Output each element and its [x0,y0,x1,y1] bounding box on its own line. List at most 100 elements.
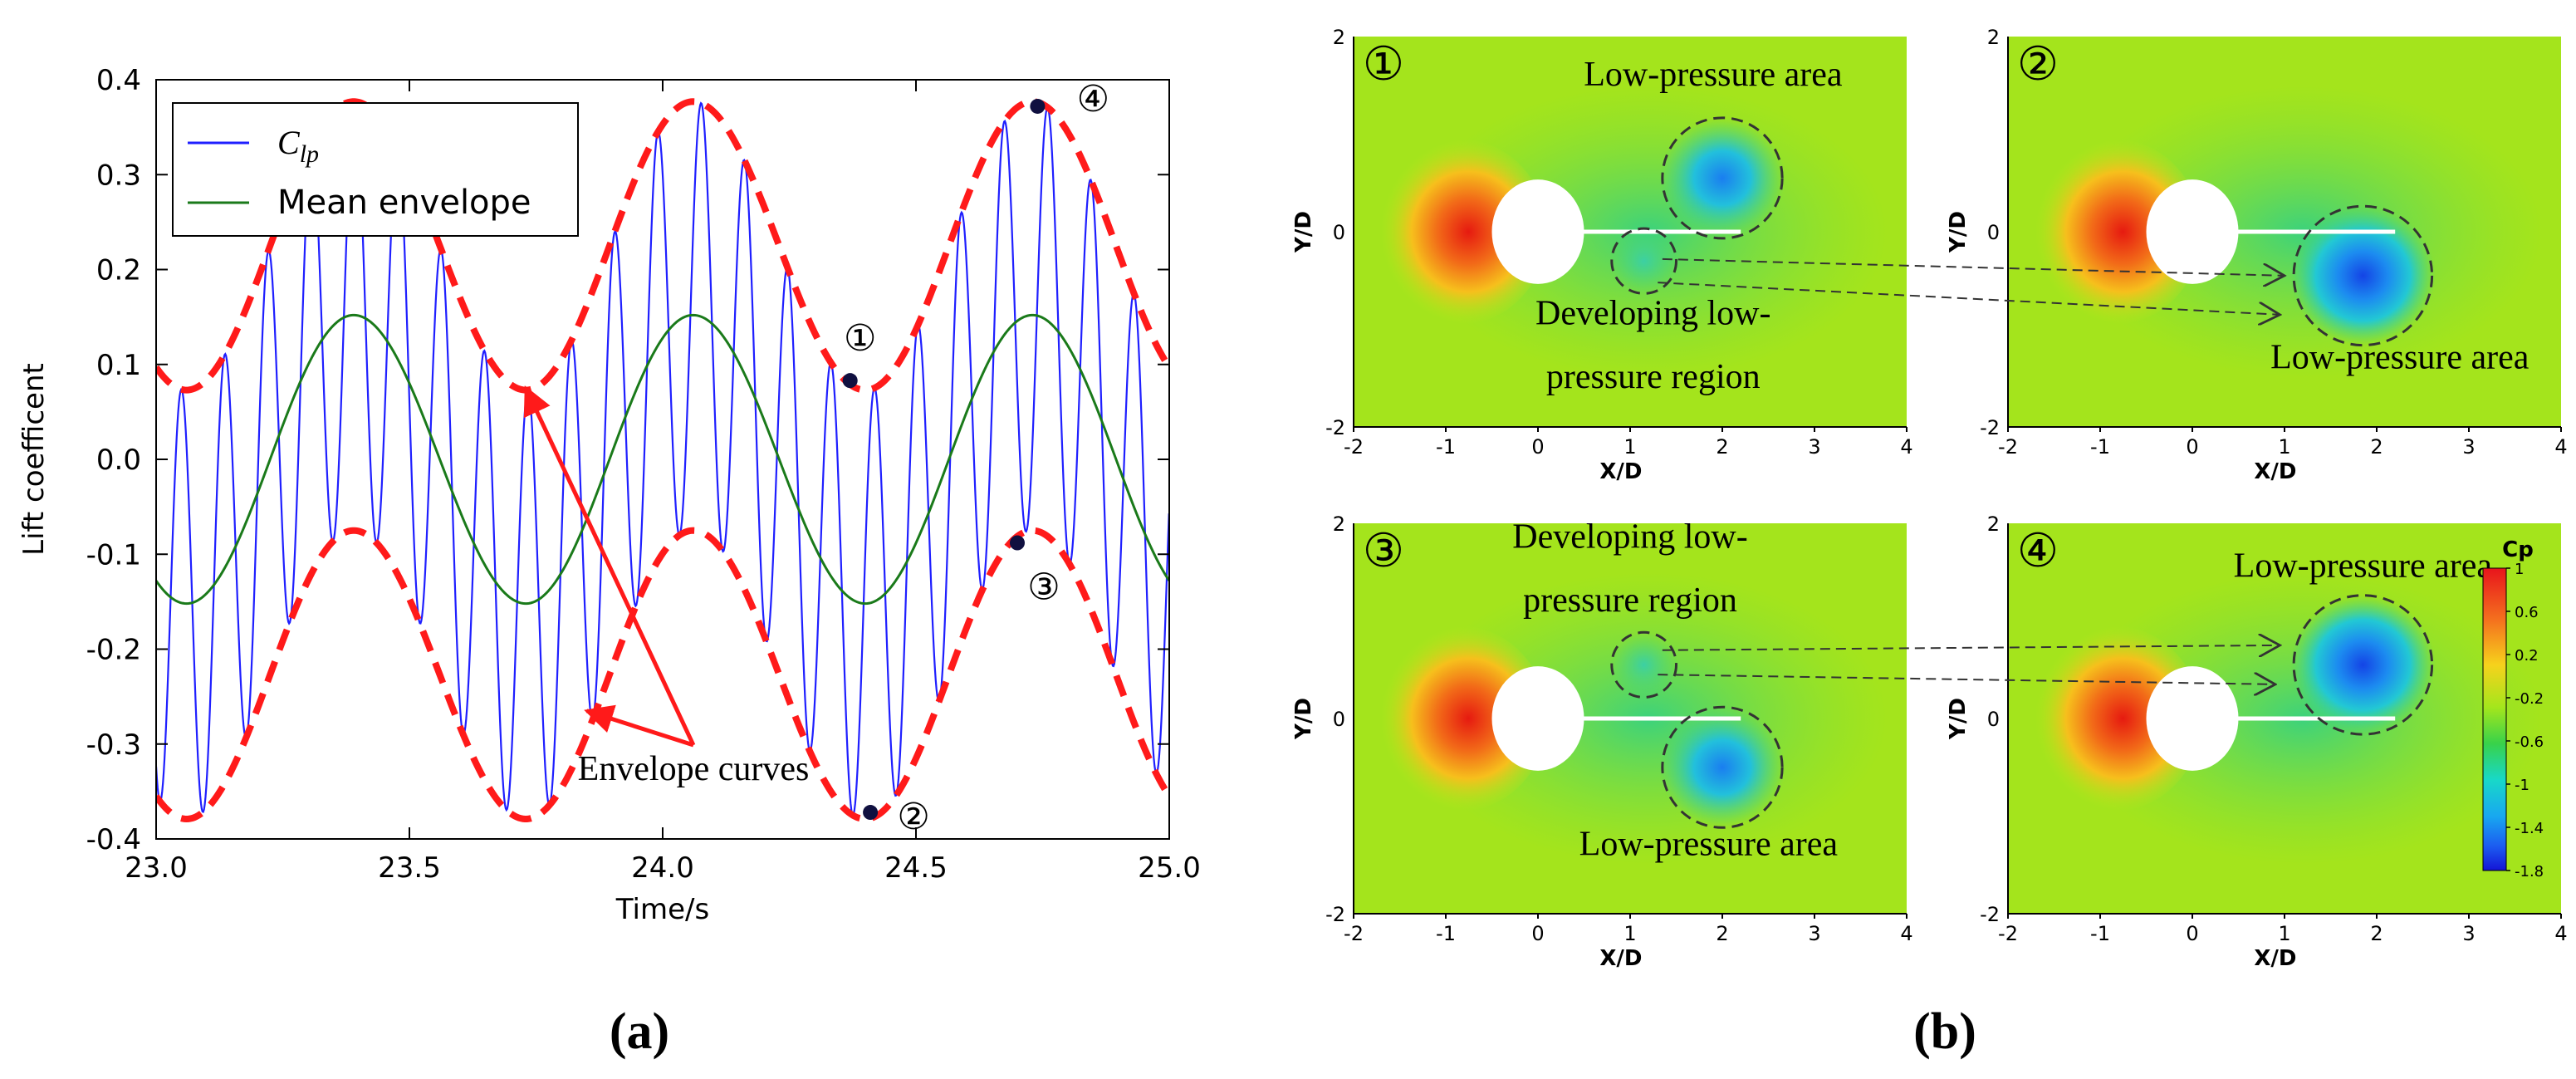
legend-label-sub: lp [300,140,319,168]
stagnation-region [1372,625,1548,812]
colorbar-tick-label: -0.2 [2515,690,2544,708]
x-tick-label: 0 [2186,435,2198,459]
transition-arrow-1-2b [1658,282,2280,315]
transition-arrow-3-4 [1662,645,2280,650]
contour-annotation: Low-pressure area [1584,56,1843,94]
marker-label: ① [844,318,876,359]
contour-panel-4: -2 -1 0 1 2 3 4 2 0 -2 X/D Y/D ④ Low-pressure area [1946,513,2568,971]
y-tick-label: -0.3 [86,728,141,762]
x-tick-label: 4 [2554,922,2567,945]
x-tick-label: 1 [1623,922,1636,945]
panel-number: ③ [1363,526,1404,577]
legend-box [172,102,579,237]
y-tick-label: 0 [1333,708,1345,731]
x-tick-label: -2 [1998,435,2018,459]
legend: Clp Mean envelope [172,102,579,237]
x-tick-label: 1 [2278,922,2290,945]
legend-label: Clp [277,124,319,168]
x-tick-label: 2 [2370,435,2383,459]
stagnation-region [2026,139,2202,325]
y-axis-label: Y/D [1291,211,1316,253]
colorbar-gradient [2482,567,2507,871]
y-axis-label: Y/D [1946,211,1971,253]
plot-b: -2 -1 0 1 2 3 4 2 0 -2 X/D Y/D ① Low-pressure area Dev… [1291,26,2568,1060]
y-tick-label: 2 [1333,513,1345,536]
x-tick-label: -2 [1344,435,1364,459]
x-tick-label: -2 [1998,922,2018,945]
legend-label-main: C [277,124,301,161]
y-tick-label: 2 [1987,513,2000,536]
stagnation-region [2026,625,2202,812]
x-tick-label: 2 [1716,435,1728,459]
x-tick-label: 23.5 [378,851,441,885]
x-tick-label: 1 [1623,435,1636,459]
y-tick-label: -0.2 [86,634,141,667]
x-tick-label: 4 [2554,435,2567,459]
low-pressure-core [1609,632,1678,698]
x-tick-label: 2 [2370,922,2383,945]
y-tick-label: 0.0 [96,444,141,477]
x-axis-label: X/D [2254,459,2296,484]
x-tick-label: 3 [2462,922,2475,945]
panel-number: ② [2017,39,2059,91]
marker-point [1030,98,1046,114]
colorbar-tick-label: -1.8 [2515,863,2544,880]
low-pressure-core [1609,228,1678,294]
x-tick-label: 0 [2186,922,2198,945]
contour-annotation: pressure region [1546,358,1761,396]
marker-label: ② [897,797,929,837]
contour-panel-2: -2 -1 0 1 2 3 4 2 0 -2 X/D Y/D ② Low-pressure area [1946,26,2568,484]
panel-number: ① [1363,39,1404,91]
y-tick-label: 0 [1987,708,2000,731]
y-tick-label: 0 [1987,221,2000,244]
transition-arrow-1-2 [1662,257,2285,276]
x-axis-label: X/D [1599,946,1642,971]
colorbar-title: Cp [2502,537,2534,562]
x-tick-label: 3 [1808,922,1820,945]
y-axis-label: Y/D [1946,698,1971,740]
region-outline [1661,116,1784,240]
region-outline [2292,594,2434,736]
y-tick-label: 2 [1987,26,2000,49]
x-tick-label: -1 [1436,435,1456,459]
x-tick-label: 25.0 [1138,851,1201,885]
x-tick-label: 1 [2278,435,2290,459]
region-outline [1610,630,1678,699]
annotation-arrow [523,385,696,747]
cylinder [1491,179,1584,284]
x-axis-label: X/D [2254,946,2296,971]
colorbar-tick-label: 0.6 [2515,604,2539,621]
x-tick-label: 0 [1531,435,1544,459]
colorbar-tick-label: 1 [2515,561,2524,578]
x-axis-label: X/D [1599,459,1642,484]
marker-point [1010,535,1025,551]
region-outline [1610,227,1678,295]
low-pressure-core [1659,117,1785,238]
y-tick-label: 0.2 [96,254,141,287]
panel-label-a: (a) [610,1003,669,1060]
x-tick-label: 0 [1531,922,1544,945]
contour-field [2008,37,2561,427]
low-pressure-core [1659,707,1785,828]
y-tick-label: 2 [1333,26,1345,49]
annotation-arrow [584,704,694,748]
y-tick-label: 0 [1333,221,1345,244]
series-line-mean-envelope [156,313,1169,606]
series-line-lower-envelope [156,527,1169,823]
contour-annotation: Low-pressure area [2270,339,2529,377]
cylinder [2146,179,2239,284]
contour-panel-3: -2 -1 0 1 2 3 4 2 0 -2 X/D Y/D ③ Developing low-press… [1291,513,1913,971]
y-tick-label: -0.4 [86,823,141,856]
x-tick-label: -1 [1436,922,1456,945]
low-pressure-core [2290,595,2436,735]
x-tick-label: 3 [2462,435,2475,459]
panel-label-b: (b) [1913,1003,1976,1060]
x-tick-label: 24.0 [631,851,694,885]
contour-field [1354,523,1907,914]
marker-point [842,373,858,389]
low-pressure-core [2290,206,2436,346]
cylinder [1491,666,1584,771]
region-outline [1661,705,1784,829]
y-tick-label: -2 [1325,903,1345,926]
